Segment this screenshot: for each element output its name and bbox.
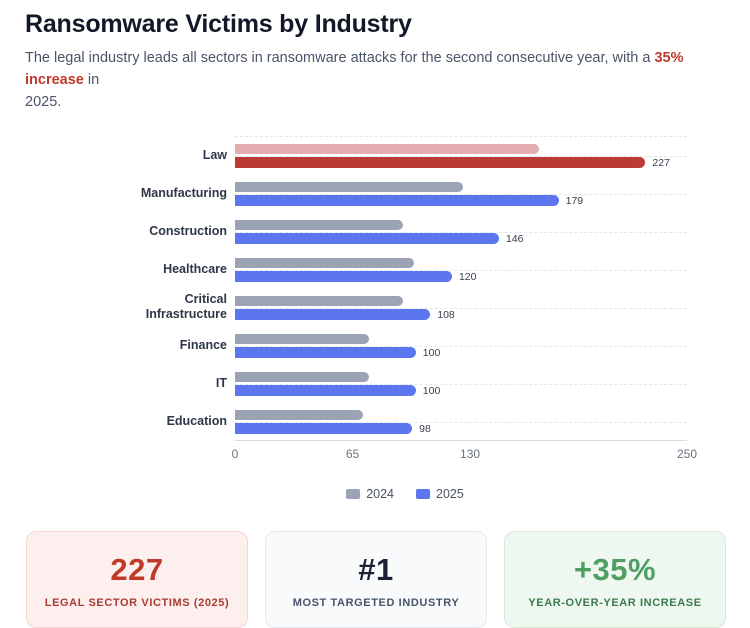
stat-label: YEAR-OVER-YEAR INCREASE <box>528 597 702 610</box>
gridline <box>235 194 687 196</box>
category-label: Law <box>202 147 227 162</box>
category-label: Education <box>166 413 227 428</box>
row-plot: 120 <box>235 250 687 288</box>
category-label: Construction <box>149 223 227 238</box>
stat-value: #1 <box>358 552 394 588</box>
gridline <box>235 156 687 158</box>
bar-2024 <box>235 258 414 269</box>
bar-2025: 100 <box>235 347 440 359</box>
bar-2024 <box>235 334 369 345</box>
bar-2025: 98 <box>235 423 431 435</box>
row-plot: 98 <box>235 402 687 440</box>
stat-cards: 227 LEGAL SECTOR VICTIMS (2025) #1 MOST … <box>26 531 726 628</box>
chart-row: Manufacturing 179 <box>0 174 750 212</box>
x-axis-tick: 130 <box>460 447 481 462</box>
stat-value: +35% <box>573 552 657 588</box>
chart-row: Healthcare 120 <box>0 250 750 288</box>
value-label: 146 <box>505 232 524 245</box>
row-plot: 179 <box>235 174 687 212</box>
legend-item-2025[interactable]: 2025 <box>416 487 464 501</box>
gridline <box>235 346 687 348</box>
chart-row: Education 98 <box>0 402 750 440</box>
header: Ransomware Victims by Industry The legal… <box>0 0 750 113</box>
row-plot: 100 <box>235 364 687 402</box>
gridline <box>235 422 687 424</box>
value-label: 227 <box>652 156 670 169</box>
x-axis-tick: 250 <box>676 447 698 462</box>
bar-2025: 100 <box>235 385 440 397</box>
gridline <box>235 384 687 386</box>
legend-item-2024[interactable]: 2024 <box>346 487 394 501</box>
bar-2025: 120 <box>235 271 476 283</box>
bar-2025: 227 <box>235 157 670 169</box>
subtitle-text: The legal industry leads all sectors in … <box>25 50 655 66</box>
subtitle-line2: 2025. <box>25 93 62 110</box>
category-label: Critical Infrastructure <box>145 292 227 322</box>
category-label: Manufacturing <box>140 185 227 200</box>
row-plot: 100 <box>235 326 687 364</box>
legend-label: 2024 <box>366 487 394 502</box>
gridline <box>235 232 687 234</box>
chart-row: IT 100 <box>0 364 750 402</box>
legend-wrap: 2024 2025 <box>30 487 750 501</box>
category-label: Healthcare <box>163 261 227 276</box>
category-label: Finance <box>179 337 227 352</box>
x-axis: 0 65 130 250 <box>231 440 697 463</box>
legend-label: 2025 <box>436 487 464 502</box>
subtitle: The legal industry leads all sectors in … <box>25 48 725 113</box>
value-label: 120 <box>458 270 477 283</box>
bar-2024 <box>235 410 364 421</box>
gridline <box>235 270 687 272</box>
stat-label: MOST TARGETED INDUSTRY <box>292 597 460 610</box>
value-label: 108 <box>437 308 455 321</box>
subtitle-highlight: 35% increase <box>25 50 684 88</box>
stat-card-legal-victims: 227 LEGAL SECTOR VICTIMS (2025) <box>26 531 248 628</box>
gridline <box>235 136 687 138</box>
bar-2024 <box>235 372 369 383</box>
chart-rows: Law 227 Manufacturing 179 Construction 146 Hea… <box>0 136 750 440</box>
stat-label: LEGAL SECTOR VICTIMS (2025) <box>44 597 230 610</box>
bar-2025: 146 <box>235 233 523 245</box>
bar-2024 <box>235 220 404 231</box>
page-title: Ransomware Victims by Industry <box>25 10 412 38</box>
chart-row: Law 227 <box>0 136 750 174</box>
row-plot: 108 <box>235 288 687 326</box>
legend-swatch <box>416 489 430 500</box>
chart-row: Construction 146 <box>0 212 750 250</box>
bar-2024 <box>235 182 463 193</box>
x-axis-tick: 65 <box>345 447 360 462</box>
chart-row: Finance 100 <box>0 326 750 364</box>
bar-2024 <box>235 296 404 307</box>
subtitle-suffix: in <box>83 71 100 88</box>
legend-swatch <box>346 489 361 500</box>
category-label: IT <box>215 375 227 390</box>
ransomware-bar-chart: Law 227 Manufacturing 179 Construction 146 Hea… <box>0 136 750 501</box>
row-plot: 227 <box>235 136 687 174</box>
chart-row: Critical Infrastructure 108 <box>0 288 750 326</box>
stat-value: 227 <box>110 552 164 588</box>
bar-2025: 108 <box>235 309 455 321</box>
row-plot: 146 <box>235 212 687 250</box>
value-label: 100 <box>422 346 441 359</box>
value-label: 100 <box>422 384 441 397</box>
bar-2025: 179 <box>235 195 583 207</box>
gridline <box>235 308 687 310</box>
bar-2024 <box>235 144 539 155</box>
x-axis-tick: 0 <box>231 447 239 462</box>
chart-legend: 2024 2025 <box>346 487 464 501</box>
stat-card-most-targeted: #1 MOST TARGETED INDUSTRY <box>265 531 487 628</box>
stat-card-yoy-increase: +35% YEAR-OVER-YEAR INCREASE <box>504 531 726 628</box>
value-label: 98 <box>419 422 431 435</box>
value-label: 179 <box>565 194 584 207</box>
